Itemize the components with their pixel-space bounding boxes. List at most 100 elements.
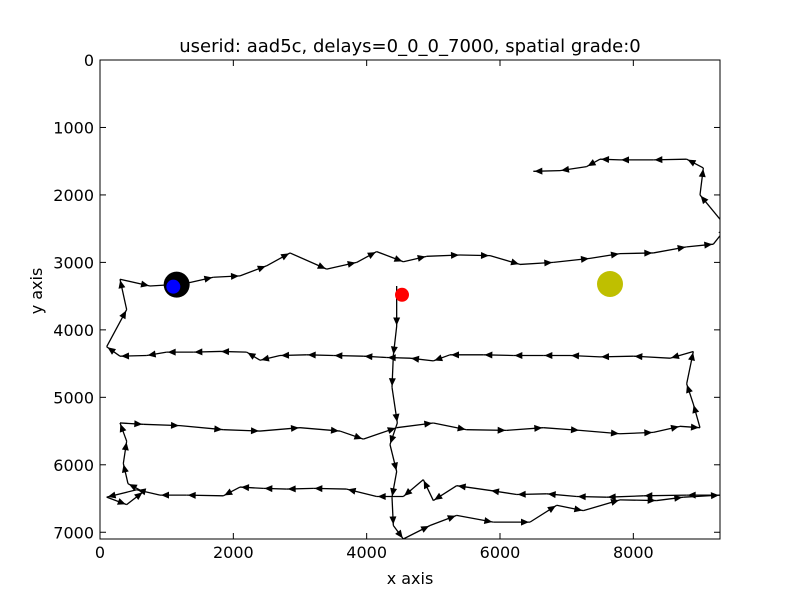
- path-arrowhead: [704, 241, 713, 249]
- y-tick-label: 1000: [53, 118, 94, 137]
- path-arrowhead: [547, 491, 556, 499]
- path-arrowhead: [521, 518, 529, 526]
- path-arrowhead: [480, 251, 490, 259]
- path-arrowhead: [290, 424, 300, 432]
- axes: 0 2000 4000 6000 8000 0 1000 2000 3000 4000 5000 60…: [53, 51, 720, 562]
- chart-title: userid: aad5c, delays=0_0_0_7000, spatia…: [179, 36, 641, 57]
- x-tick-label: 8000: [613, 543, 654, 562]
- x-tick-label: 0: [95, 543, 105, 562]
- path-arrowhead: [686, 384, 693, 394]
- path-arrowhead: [390, 346, 398, 355]
- path-arrowhead: [220, 348, 230, 356]
- path-arrowhead: [483, 517, 493, 524]
- path-arrowhead: [534, 424, 543, 432]
- path-arrowhead: [698, 168, 706, 178]
- path-arrowhead: [393, 317, 401, 326]
- path-arrowhead: [119, 310, 127, 320]
- path-arrowhead: [654, 156, 663, 164]
- path-arrowhead: [347, 260, 356, 268]
- path-arrowhead: [280, 253, 290, 261]
- path-arrowhead: [610, 251, 620, 259]
- path-arrowhead: [280, 351, 290, 359]
- path-arrowhead: [224, 488, 233, 496]
- path-arrowhead: [484, 351, 493, 359]
- path-arrowhead: [260, 354, 270, 362]
- path-arrowhead: [423, 420, 433, 428]
- marker-2: [395, 287, 409, 302]
- path-arrowhead: [690, 423, 700, 431]
- path-arrowhead: [570, 352, 580, 360]
- path-arrowhead: [330, 426, 340, 434]
- path-arrowhead: [677, 245, 686, 252]
- x-axis-label: x axis: [387, 569, 434, 588]
- path-arrowhead: [377, 492, 386, 500]
- path-arrowhead: [387, 427, 396, 434]
- path-arrowhead: [450, 251, 460, 259]
- path-arrowhead: [673, 494, 683, 502]
- path-arrowhead: [119, 423, 127, 433]
- path-arrowhead: [423, 480, 431, 490]
- path-arrowhead: [314, 485, 323, 493]
- path-arrowhead: [621, 156, 629, 164]
- path-arrowhead: [577, 493, 586, 501]
- path-arrowhead: [410, 355, 420, 363]
- path-arrowhead: [573, 505, 583, 513]
- path-arrowhead: [120, 352, 130, 360]
- path-arrowhead: [514, 351, 523, 359]
- path-arrowhead: [497, 426, 506, 434]
- path-arrowhead: [700, 195, 709, 205]
- path-arrowhead: [387, 354, 396, 362]
- path-arrowhead: [140, 280, 150, 288]
- path-arrowhead: [447, 515, 456, 522]
- path-arrowhead: [390, 487, 398, 497]
- path-arrowhead: [634, 353, 643, 361]
- path-arrowhead: [393, 255, 403, 262]
- y-tick-label: 3000: [53, 253, 94, 272]
- path-arrowhead: [118, 280, 126, 289]
- path-arrowhead: [107, 491, 117, 499]
- path-arrowhead: [194, 348, 203, 356]
- path-arrowhead: [510, 258, 520, 266]
- path-arrowhead: [364, 353, 373, 361]
- marker-3: [597, 270, 623, 297]
- path-arrowhead: [420, 525, 430, 533]
- path-arrowhead: [610, 499, 620, 506]
- path-arrowhead: [692, 405, 700, 414]
- path-arrowhead: [547, 505, 556, 514]
- path-arrowhead: [457, 424, 466, 432]
- path-arrowhead: [287, 485, 296, 493]
- path-arrowhead: [644, 429, 653, 437]
- path-arrowhead: [600, 353, 610, 361]
- path-arrowhead: [367, 252, 376, 259]
- path-arrowhead: [240, 484, 250, 492]
- path-arrowhead: [389, 434, 397, 444]
- plot-frame: [99, 59, 721, 540]
- path-arrowhead: [687, 159, 697, 167]
- path-arrowhead: [230, 272, 240, 280]
- path-arrowhead: [688, 352, 695, 361]
- path-arrowhead: [161, 491, 169, 499]
- path-arrowhead: [544, 259, 553, 267]
- path-arrowhead: [214, 425, 223, 433]
- path-arrowhead: [121, 464, 129, 473]
- path-arrowhead: [451, 351, 459, 359]
- path-arrowhead: [307, 351, 316, 359]
- path-arrowhead: [580, 255, 590, 263]
- path-arrowhead: [107, 347, 117, 355]
- marker-1: [166, 279, 181, 294]
- path-arrowhead: [434, 354, 443, 362]
- path-arrowhead: [544, 351, 553, 359]
- path-arrowhead: [121, 442, 129, 451]
- path-arrowhead: [347, 487, 357, 495]
- path-arrowhead: [388, 378, 396, 387]
- path-arrowhead: [534, 167, 543, 175]
- path-arrowhead: [718, 231, 720, 234]
- path-arrowhead: [257, 265, 266, 273]
- path-arrowhead: [187, 491, 196, 499]
- path-arrowhead: [647, 496, 656, 504]
- y-tick-label: 7000: [53, 523, 94, 542]
- path-arrowhead: [644, 492, 653, 500]
- path-arrowhead: [644, 249, 653, 257]
